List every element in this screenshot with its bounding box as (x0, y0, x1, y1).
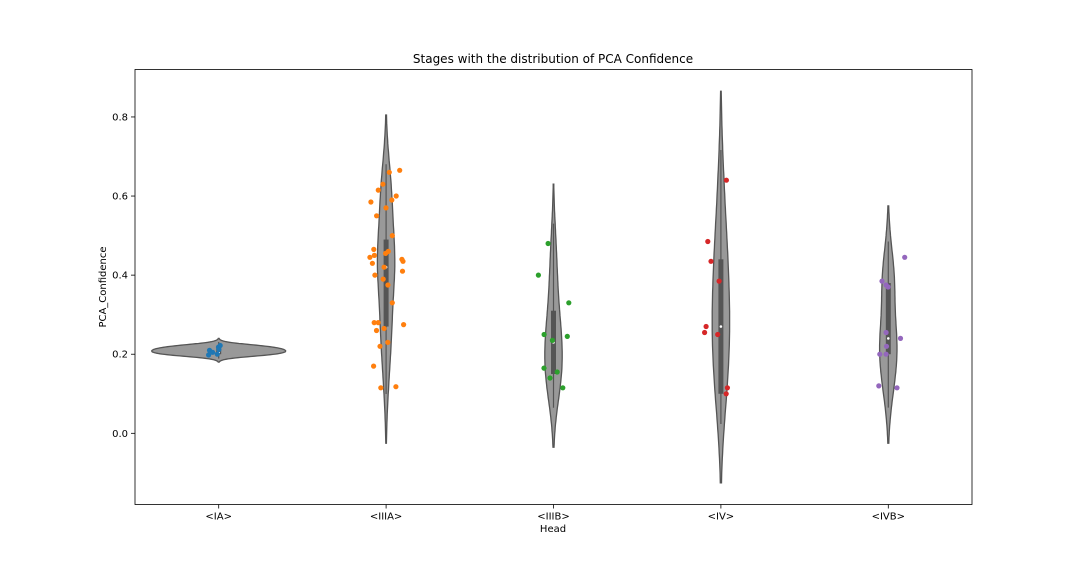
data-point (876, 383, 882, 389)
data-point (385, 282, 391, 288)
data-point (371, 246, 377, 252)
data-point (902, 254, 908, 260)
y-tick-label: 0.0 (112, 429, 128, 440)
data-point (389, 233, 395, 239)
data-point (217, 342, 223, 349)
data-point (375, 320, 381, 326)
data-point (369, 260, 375, 266)
data-point (367, 254, 373, 260)
data-point (374, 213, 380, 219)
data-point (554, 369, 560, 375)
data-point (389, 197, 395, 203)
data-point (897, 335, 904, 341)
data-point (393, 384, 399, 390)
data-point (724, 385, 731, 391)
data-point (393, 193, 399, 199)
data-point (702, 329, 708, 336)
data-point (371, 252, 377, 258)
data-point (383, 250, 389, 256)
data-point (210, 349, 216, 355)
y-tick-label: 0.4 (112, 271, 128, 282)
data-point (373, 327, 380, 334)
x-tick-label: <IIIB> (537, 512, 569, 523)
data-point (885, 284, 891, 290)
data-point (723, 177, 730, 183)
data-point (549, 337, 556, 343)
data-point (715, 331, 721, 338)
x-tick-label: <IIIA> (370, 512, 402, 523)
data-point (723, 391, 729, 397)
data-point (378, 385, 384, 391)
data-point (716, 278, 722, 284)
data-point (705, 238, 711, 245)
data-point (399, 268, 406, 274)
data-point (381, 264, 387, 270)
data-point (397, 167, 403, 173)
data-point (206, 352, 212, 358)
data-point (564, 333, 570, 339)
data-point (877, 351, 883, 357)
data-point (547, 375, 553, 381)
data-point (368, 199, 374, 205)
data-point (708, 258, 714, 264)
y-axis-title: PCA_Confidence (98, 246, 109, 327)
median-marker (719, 325, 723, 328)
data-point (541, 331, 547, 338)
data-point (380, 181, 386, 187)
x-tick-label: <IVB> (872, 512, 905, 523)
data-point (879, 278, 885, 284)
data-point (703, 323, 709, 330)
data-point (385, 339, 391, 345)
x-axis-title: Head (540, 524, 566, 535)
data-point (560, 385, 566, 391)
data-point (894, 385, 900, 391)
data-point (883, 343, 890, 349)
data-point (566, 300, 572, 306)
data-point (389, 300, 395, 306)
data-point (216, 346, 222, 353)
data-point (371, 363, 377, 369)
plot-area (150, 90, 908, 484)
data-point (381, 325, 387, 332)
data-point (401, 322, 407, 328)
data-point (214, 351, 220, 357)
data-point (400, 258, 406, 264)
chart-title: Stages with the distribution of PCA Conf… (413, 52, 693, 66)
data-point (380, 276, 386, 282)
x-axis: <IA> <IIIA> <IIIB> <IV> <IVB> (205, 504, 905, 523)
data-point (883, 351, 889, 357)
data-point (377, 343, 383, 349)
data-point (372, 272, 378, 278)
iqr-box (885, 283, 891, 355)
y-axis: 0.0 0.2 0.4 0.6 0.8 (112, 112, 135, 440)
data-point (545, 240, 551, 247)
x-tick-label: <IV> (708, 512, 735, 523)
y-tick-label: 0.2 (112, 350, 128, 361)
y-tick-label: 0.6 (112, 192, 128, 203)
median-marker (887, 337, 890, 340)
data-point (383, 205, 389, 211)
x-tick-label: <IA> (205, 512, 232, 523)
data-point (386, 169, 392, 175)
y-tick-label: 0.8 (112, 112, 128, 123)
data-point (375, 187, 381, 193)
data-point (541, 365, 547, 371)
iqr-box (383, 239, 389, 327)
data-point (535, 272, 542, 278)
data-point (371, 320, 377, 326)
data-point (883, 329, 889, 336)
